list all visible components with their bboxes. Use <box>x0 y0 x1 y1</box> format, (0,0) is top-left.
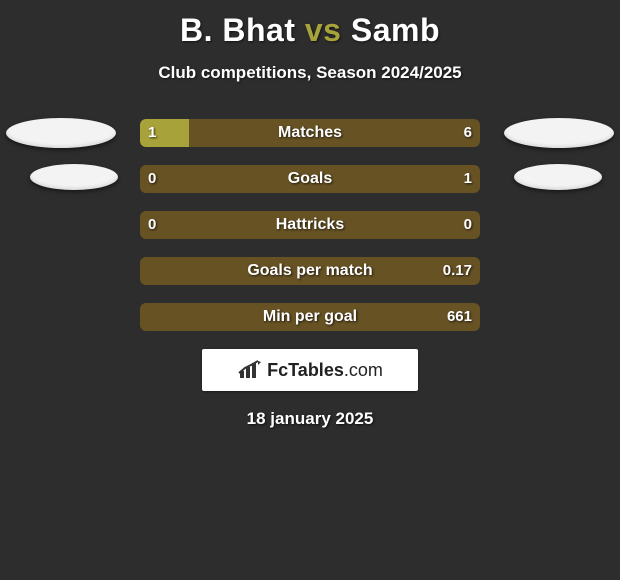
player2-avatar <box>504 118 614 148</box>
brand-badge: FcTables.com <box>202 349 418 391</box>
stat-row: Goals01 <box>0 165 620 193</box>
stat-bar-track <box>140 119 480 147</box>
brand-tld: .com <box>344 360 383 380</box>
stat-bar-track <box>140 257 480 285</box>
stat-bar-track <box>140 211 480 239</box>
brand-chart-icon <box>237 359 263 381</box>
stat-bar-right <box>189 119 480 147</box>
player2-avatar <box>514 164 602 190</box>
brand-name: FcTables <box>267 360 344 380</box>
stat-bar-right <box>140 211 480 239</box>
stat-bar-right <box>140 165 480 193</box>
vs-text: vs <box>305 12 342 48</box>
stat-row: Min per goal661 <box>0 303 620 331</box>
page-title: B. Bhat vs Samb <box>0 0 620 49</box>
player1-avatar <box>6 118 116 148</box>
subtitle: Club competitions, Season 2024/2025 <box>0 63 620 83</box>
player1-avatar <box>30 164 118 190</box>
stat-row: Goals per match0.17 <box>0 257 620 285</box>
stat-bar-right <box>140 257 480 285</box>
stat-bar-track <box>140 303 480 331</box>
stats-rows: Matches16 Goals01 Hattricks00 Goals per mat… <box>0 119 620 331</box>
comparison-card: B. Bhat vs Samb Club competitions, Seaso… <box>0 0 620 580</box>
player2-name: Samb <box>351 12 440 48</box>
player1-name: B. Bhat <box>180 12 296 48</box>
stat-bar-right <box>140 303 480 331</box>
stat-bar-left <box>140 119 189 147</box>
stat-bar-track <box>140 165 480 193</box>
date-label: 18 january 2025 <box>0 409 620 429</box>
brand-text: FcTables.com <box>267 360 383 381</box>
stat-row: Matches16 <box>0 119 620 147</box>
stat-row: Hattricks00 <box>0 211 620 239</box>
